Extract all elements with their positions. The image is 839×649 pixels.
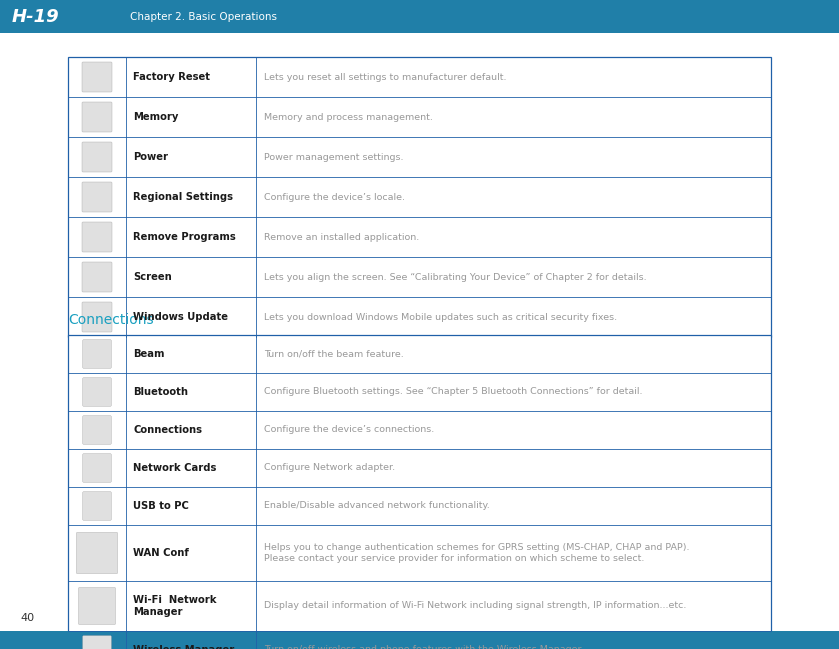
Text: USB to PC: USB to PC — [133, 501, 189, 511]
Text: Beam: Beam — [133, 349, 164, 359]
Text: Connections: Connections — [68, 313, 154, 327]
Text: Connections: Connections — [133, 425, 202, 435]
FancyBboxPatch shape — [82, 182, 112, 212]
FancyBboxPatch shape — [82, 222, 112, 252]
Bar — [68, 335, 771, 649]
Text: Configure the device’s connections.: Configure the device’s connections. — [264, 426, 435, 434]
FancyBboxPatch shape — [83, 492, 112, 520]
FancyBboxPatch shape — [82, 262, 112, 292]
Bar — [0, 631, 839, 649]
FancyBboxPatch shape — [82, 62, 112, 92]
FancyBboxPatch shape — [82, 142, 112, 172]
Text: Display detail information of Wi-Fi Network including signal strength, IP inform: Display detail information of Wi-Fi Netw… — [264, 602, 686, 611]
FancyBboxPatch shape — [76, 532, 117, 574]
FancyBboxPatch shape — [83, 416, 112, 445]
Text: Lets you download Windows Mobile updates such as critical security fixes.: Lets you download Windows Mobile updates… — [264, 313, 618, 321]
Text: Wi-Fi  Network
Manager: Wi-Fi Network Manager — [133, 595, 216, 617]
Text: Bluetooth: Bluetooth — [133, 387, 188, 397]
FancyBboxPatch shape — [83, 636, 112, 649]
Text: Configure the device’s locale.: Configure the device’s locale. — [264, 193, 405, 201]
FancyBboxPatch shape — [83, 378, 112, 406]
Bar — [68, 57, 771, 337]
Text: Factory Reset: Factory Reset — [133, 72, 210, 82]
FancyBboxPatch shape — [82, 302, 112, 332]
Text: Windows Update: Windows Update — [133, 312, 228, 322]
Text: Configure Network adapter.: Configure Network adapter. — [264, 463, 395, 472]
Text: Helps you to change authentication schemes for GPRS setting (MS-CHAP, CHAP and P: Helps you to change authentication schem… — [264, 543, 690, 563]
FancyBboxPatch shape — [83, 454, 112, 482]
Text: 40: 40 — [20, 613, 34, 623]
Text: Lets you reset all settings to manufacturer default.: Lets you reset all settings to manufactu… — [264, 73, 507, 82]
Text: Remove an installed application.: Remove an installed application. — [264, 232, 420, 241]
Text: Turn on/off the beam feature.: Turn on/off the beam feature. — [264, 350, 404, 358]
Text: H-19: H-19 — [12, 8, 60, 25]
Text: Memory: Memory — [133, 112, 179, 122]
Text: Screen: Screen — [133, 272, 172, 282]
Text: Enable/Disable advanced network functionality.: Enable/Disable advanced network function… — [264, 502, 490, 511]
Text: Lets you align the screen. See “Calibrating Your Device” of Chapter 2 for detail: Lets you align the screen. See “Calibrat… — [264, 273, 647, 282]
Text: Power management settings.: Power management settings. — [264, 153, 404, 162]
Text: Configure Bluetooth settings. See “Chapter 5 Bluetooth Connections” for detail.: Configure Bluetooth settings. See “Chapt… — [264, 387, 643, 397]
Text: Power: Power — [133, 152, 168, 162]
FancyBboxPatch shape — [82, 102, 112, 132]
Text: WAN Conf: WAN Conf — [133, 548, 189, 558]
Text: Memory and process management.: Memory and process management. — [264, 112, 433, 121]
Text: Network Cards: Network Cards — [133, 463, 216, 473]
Text: Chapter 2. Basic Operations: Chapter 2. Basic Operations — [130, 12, 277, 21]
Bar — [0, 0, 839, 33]
Text: Turn on/off wireless and phone features with the Wireless Manager.: Turn on/off wireless and phone features … — [264, 646, 584, 649]
Text: Remove Programs: Remove Programs — [133, 232, 236, 242]
FancyBboxPatch shape — [83, 339, 112, 368]
Text: Wireless Manager: Wireless Manager — [133, 645, 234, 649]
Text: Regional Settings: Regional Settings — [133, 192, 233, 202]
FancyBboxPatch shape — [79, 587, 116, 624]
